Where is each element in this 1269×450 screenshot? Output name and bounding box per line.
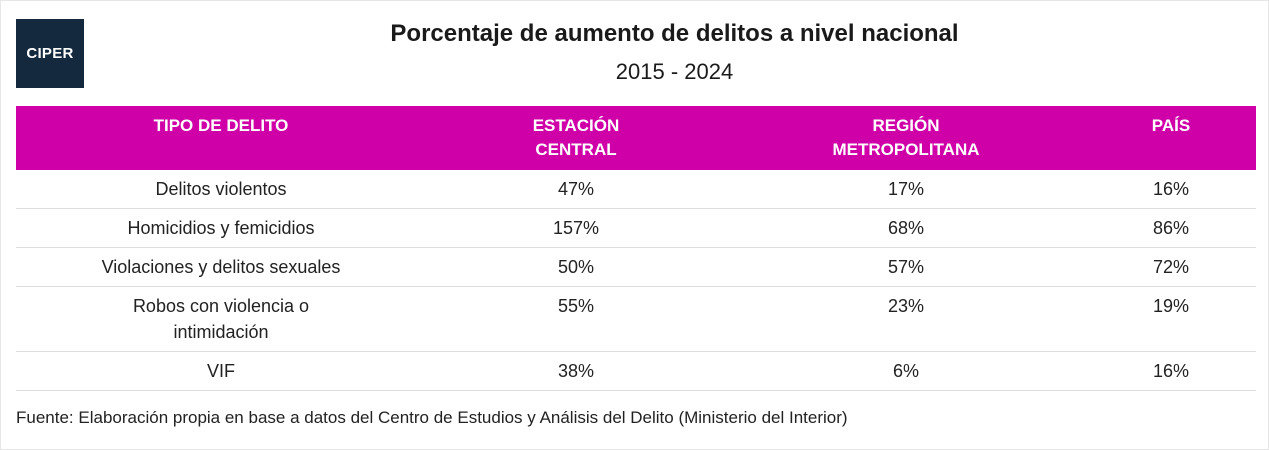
cell-estacion-central: 157% xyxy=(426,208,726,248)
source-note: Fuente: Elaboración propia en base a dat… xyxy=(16,408,848,427)
cell-pais: 16% xyxy=(1086,351,1256,391)
chart-title: Porcentaje de aumento de delitos a nivel… xyxy=(390,20,959,47)
table-row: Violaciones y delitos sexuales 50% 57% 72% xyxy=(16,247,1256,287)
header-row: TIPO DE DELITO ESTACIÓN CENTRAL REGIÓN M… xyxy=(16,106,1256,170)
crime-table: TIPO DE DELITO ESTACIÓN CENTRAL REGIÓN M… xyxy=(16,106,1256,391)
header-estacion-central: ESTACIÓN CENTRAL xyxy=(426,106,726,170)
header-pais: PAÍS xyxy=(1151,116,1191,135)
cell-pais: 86% xyxy=(1086,208,1256,248)
table-row: VIF 38% 6% 16% xyxy=(16,351,1256,391)
cell-pais: 72% xyxy=(1086,247,1256,287)
cell-region-metropolitana: 17% xyxy=(726,170,1086,209)
header-region-metropolitana-text: REGIÓN METROPOLITANA xyxy=(832,116,980,159)
cell-estacion-central: 38% xyxy=(426,351,726,391)
table-row: Homicidios y femicidios 157% 68% 86% xyxy=(16,208,1256,248)
header-tipo-delito: TIPO DE DELITO xyxy=(153,116,289,135)
table-row: Delitos violentos 47% 17% 16% xyxy=(16,170,1256,209)
cell-tipo-delito: Robos con violencia o intimidación xyxy=(16,286,426,352)
crime-type-label: Delitos violentos xyxy=(155,179,287,199)
table-body: Delitos violentos 47% 17% 16% Homicidios y f… xyxy=(16,170,1256,391)
cell-tipo-delito: Violaciones y delitos sexuales xyxy=(16,247,426,287)
cell-tipo-delito: Delitos violentos xyxy=(16,170,426,209)
cell-tipo-delito: VIF xyxy=(16,351,426,391)
crime-type-label: VIF xyxy=(206,361,235,381)
cell-region-metropolitana: 57% xyxy=(726,247,1086,287)
cell-region-metropolitana: 68% xyxy=(726,208,1086,248)
cell-pais: 16% xyxy=(1086,170,1256,209)
header-region-metropolitana: REGIÓN METROPOLITANA xyxy=(726,106,1086,170)
crime-type-label: Violaciones y delitos sexuales xyxy=(101,257,341,277)
cell-region-metropolitana: 6% xyxy=(726,351,1086,391)
table-row: Robos con violencia o intimidación 55% 23%… xyxy=(16,286,1256,352)
crime-type-label: Homicidios y femicidios xyxy=(127,218,315,238)
cell-pais: 19% xyxy=(1086,286,1256,352)
cell-estacion-central: 47% xyxy=(426,170,726,209)
header-estacion-central-text: ESTACIÓN CENTRAL xyxy=(532,116,620,159)
cell-region-metropolitana: 23% xyxy=(726,286,1086,352)
cell-estacion-central: 50% xyxy=(426,247,726,287)
ciper-logo: CIPER xyxy=(16,19,84,88)
chart-subtitle: 2015 - 2024 xyxy=(615,59,734,84)
cell-tipo-delito: Homicidios y femicidios xyxy=(16,208,426,248)
logo-text: CIPER xyxy=(26,45,74,62)
crime-type-label: Robos con violencia o intimidación xyxy=(132,296,310,342)
table-header: TIPO DE DELITO ESTACIÓN CENTRAL REGIÓN M… xyxy=(16,106,1256,170)
cell-estacion-central: 55% xyxy=(426,286,726,352)
